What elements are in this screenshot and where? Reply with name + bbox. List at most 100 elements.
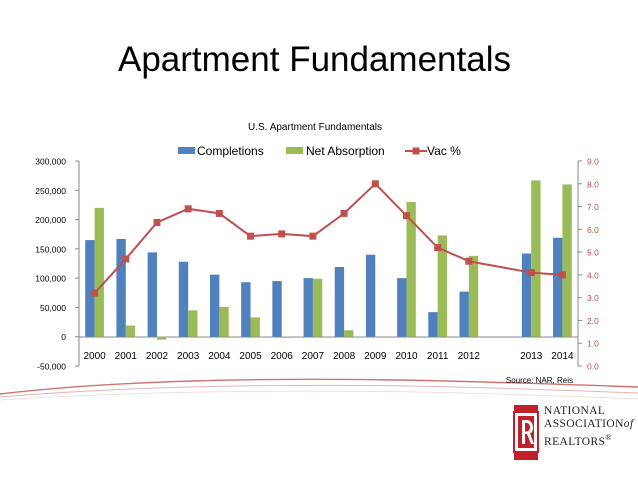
category-label: 2008 [333,351,356,362]
left-tick-label: 200,000 [35,215,66,225]
right-tick-label: 4.0 [587,270,599,280]
completions-bar [303,278,313,337]
net-absorption-bar [125,325,136,337]
completions-bar [147,252,157,337]
completions-bar [553,237,563,337]
category-label: 2012 [458,351,481,362]
net-absorption-bar [94,207,104,337]
left-axis-ticks: -50,000 0 50,000 100,000 150,000 200,000 250,0… [35,157,79,372]
vac-marker [402,212,410,220]
legend-label-vac: Vac % [427,144,461,158]
vac-marker [91,289,99,297]
vac-marker [371,180,379,188]
legend-entry-completions: Completions [178,144,264,158]
category-label: 2011 [427,351,449,362]
vac-marker [184,205,192,213]
legend-swatch-net-absorption [286,147,303,154]
vac-markers [91,180,566,297]
category-label: 2006 [271,351,294,362]
right-tick-label: 0.0 [587,362,599,372]
right-tick-label: 5.0 [587,248,599,258]
logo-registered-mark: ® [605,433,612,442]
completions-bar [365,254,376,337]
net-absorption-bar [562,184,572,337]
completions-bar [116,238,126,337]
net-absorption-bar [281,336,292,338]
vac-marker [122,255,130,263]
completions-bar [209,274,220,337]
category-label: 2004 [208,351,231,362]
vac-marker [278,230,286,238]
completions-bar [521,253,532,337]
completions-bar [178,261,189,337]
right-tick-label: 3.0 [587,293,599,303]
legend-swatch-completions [178,147,195,154]
net-absorption-bar [250,317,260,337]
right-tick-label: 1.0 [587,339,599,349]
net-absorption-bar [531,180,541,337]
completions-bar [428,312,438,337]
completions-bar [397,278,407,337]
category-labels: 2000 2001 2002 2003 2004 2005 2006 2007 2008 2009… [83,351,574,362]
category-label: 2001 [115,351,138,362]
right-tick-label: 9.0 [587,157,599,167]
legend-label-completions: Completions [197,144,264,158]
legend-marker-vac [412,147,420,155]
vac-marker [247,232,255,240]
legend-label-net-absorption: Net Absorption [306,144,385,158]
vac-line-path [93,182,563,294]
category-label: 2007 [302,351,325,362]
right-tick-label: 8.0 [587,179,599,189]
category-label: 2013 [520,351,543,362]
net-absorption-bar [468,255,479,337]
legend-entry-net-absorption: Net Absorption [286,144,385,158]
logo-of-word: of [623,418,634,430]
left-tick-label: 300,000 [35,157,66,167]
left-tick-label: 250,000 [35,186,66,196]
category-label: 2009 [364,351,387,362]
completions-bar [272,281,282,337]
category-label: 2003 [177,351,200,362]
left-tick-label: -50,000 [37,362,66,372]
category-label: 2000 [83,351,106,362]
legend: Completions Net Absorption Vac % [178,144,461,158]
net-absorption-bar [312,278,323,337]
vac-marker [309,232,317,240]
logo-line-realtors: REALTORS® [544,431,634,449]
right-tick-label: 2.0 [587,316,599,326]
vac-marker [340,209,348,217]
logo-line-national: NATIONAL [544,405,606,417]
left-tick-label: 100,000 [35,274,66,284]
completions-bar [85,240,95,337]
logo-association-word: ASSOCIATION [544,418,624,430]
source-note: Source: NAR, Reis [506,376,573,385]
completions-bar [334,267,345,337]
left-tick-label: 150,000 [35,244,66,254]
realtor-r-logo-mark [513,405,539,460]
logo-realtors-word: REALTORS [544,435,606,448]
vac-marker [527,269,535,277]
category-label: 2005 [239,351,262,362]
logo-wordmark: NATIONAL ASSOCIATIONof REALTORS® [544,405,634,449]
right-tick-label: 7.0 [587,202,599,212]
completions-bar [241,282,251,337]
left-tick-label: 0 [61,332,66,342]
vac-marker [153,219,161,226]
nar-logo: NATIONAL ASSOCIATIONof REALTORS® [512,403,634,467]
left-tick-label: 50,000 [40,303,66,313]
vac-marker [215,209,223,217]
category-label: 2010 [395,351,418,362]
right-axis-ticks: 0.0 1.0 2.0 3.0 4.0 5.0 6.0 7.0 8.0 9.0 [578,157,599,372]
net-absorption-bar [344,330,354,337]
vac-line [93,182,563,294]
vac-marker [434,244,442,252]
net-absorption-bar [219,306,229,337]
bars [85,180,572,340]
completions-bar [459,291,469,337]
slide-title: Apartment Fundamentals [118,40,511,79]
net-absorption-bar [437,235,448,337]
legend-entry-vac: Vac % [405,144,461,158]
net-absorption-bar [188,310,198,337]
